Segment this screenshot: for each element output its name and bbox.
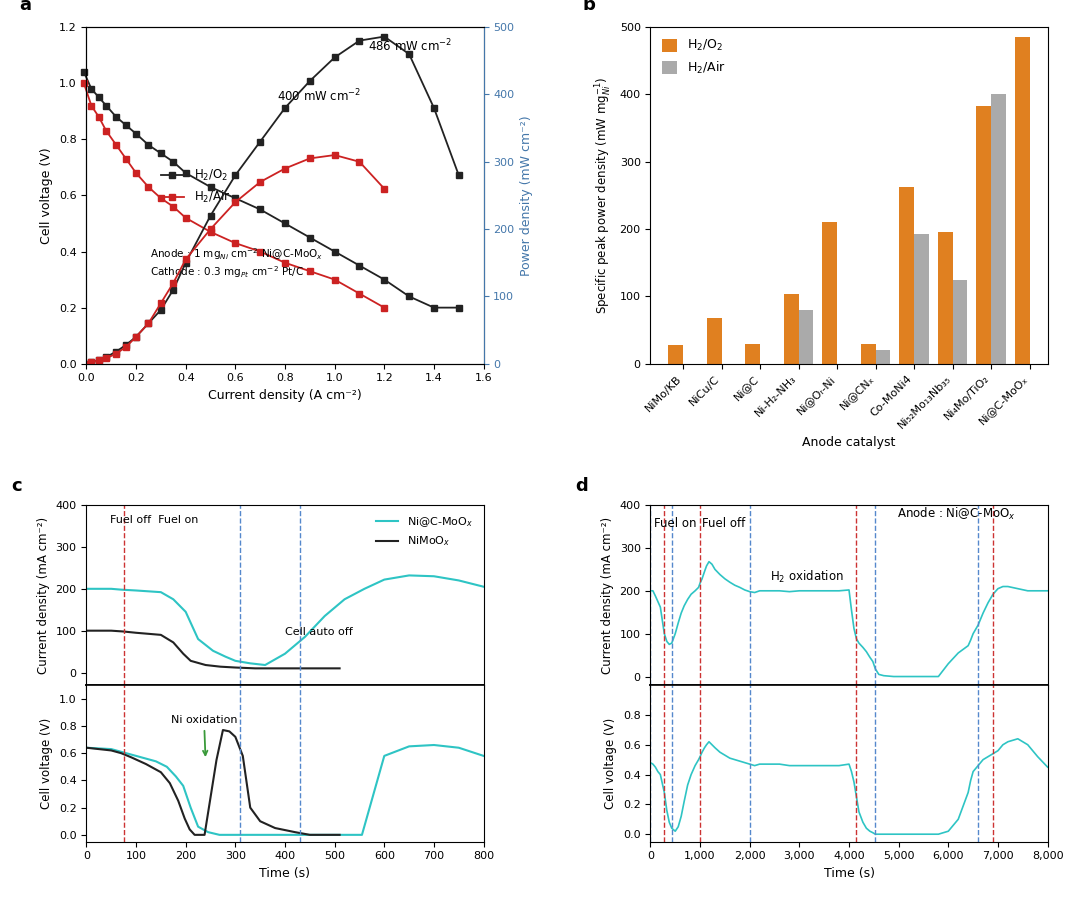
Text: b: b [583,0,596,14]
Legend: Ni@C-MoO$_x$, NiMoO$_x$: Ni@C-MoO$_x$, NiMoO$_x$ [372,510,478,553]
Y-axis label: Cell voltage (V): Cell voltage (V) [605,718,618,809]
Bar [953,280,968,364]
Bar [669,345,683,364]
Bar [823,223,837,364]
X-axis label: Current density (A cm⁻²): Current density (A cm⁻²) [208,389,362,402]
Y-axis label: Cell voltage (V): Cell voltage (V) [40,718,53,809]
Y-axis label: Current density (mA cm⁻²): Current density (mA cm⁻²) [37,517,50,673]
Y-axis label: Specific peak power density (mW mg$^{-1}_{Ni}$): Specific peak power density (mW mg$^{-1}… [594,77,615,314]
Text: d: d [575,477,588,495]
Legend: H$_2$/O$_2$, H$_2$/Air: H$_2$/O$_2$, H$_2$/Air [156,163,235,210]
Bar [1015,36,1029,364]
Y-axis label: Power density (mW cm⁻²): Power density (mW cm⁻²) [519,115,534,276]
Text: 400 mW cm$^{-2}$: 400 mW cm$^{-2}$ [278,88,362,104]
Text: H$_2$ oxidation: H$_2$ oxidation [770,568,843,585]
Bar [745,344,760,364]
Bar [861,344,876,364]
Bar [900,186,914,364]
X-axis label: Time (s): Time (s) [824,867,875,880]
Bar [976,106,991,364]
Bar [707,318,721,364]
X-axis label: Time (s): Time (s) [259,867,310,880]
Text: Anode : 1 mg$_{Ni}$ cm$^{-2}$ Ni@C-MoO$_x$
Cathode : 0.3 mg$_{Pt}$ cm$^{-2}$ Pt/: Anode : 1 mg$_{Ni}$ cm$^{-2}$ Ni@C-MoO$_… [150,246,323,280]
Legend: H$_2$/O$_2$, H$_2$/Air: H$_2$/O$_2$, H$_2$/Air [657,33,730,81]
Text: 486 mW cm$^{-2}$: 486 mW cm$^{-2}$ [368,37,453,53]
Bar [991,94,1005,364]
Text: Cell auto off: Cell auto off [285,626,353,637]
Bar [784,294,798,364]
Text: Fuel off: Fuel off [702,517,745,529]
Bar [798,310,813,364]
Text: Ni oxidation: Ni oxidation [171,715,238,755]
Text: Fuel off  Fuel on: Fuel off Fuel on [110,515,199,525]
Y-axis label: Current density (mA cm⁻²): Current density (mA cm⁻²) [600,517,615,673]
Text: Anode : Ni@C-MoO$_x$: Anode : Ni@C-MoO$_x$ [896,506,1015,522]
Text: a: a [18,0,31,14]
Text: c: c [11,477,22,495]
Bar [937,233,953,364]
Text: Fuel on: Fuel on [654,517,697,529]
Y-axis label: Cell voltage (V): Cell voltage (V) [40,148,53,243]
X-axis label: Anode catalyst: Anode catalyst [802,435,895,449]
Bar [914,233,929,364]
Bar [876,350,890,364]
